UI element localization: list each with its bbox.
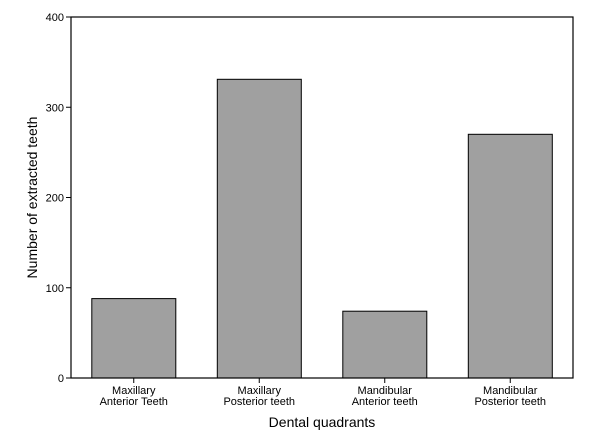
x-tick-label: Maxillary: [112, 385, 156, 397]
x-tick-label: Anterior Teeth: [100, 396, 168, 408]
x-tick-label: Anterior teeth: [352, 396, 418, 408]
x-tick-label: Posterior teeth: [474, 396, 546, 408]
x-tick-label: Mandibular: [483, 385, 538, 397]
x-tick-label: Posterior teeth: [223, 396, 295, 408]
bars-layer: [91, 78, 553, 379]
y-tick-label: 200: [46, 193, 64, 205]
bar-3: [342, 310, 428, 379]
x-tick-label: Mandibular: [358, 385, 413, 397]
y-tick-label: 100: [46, 283, 64, 295]
bar-1: [91, 298, 177, 379]
y-tick-label: 400: [46, 12, 64, 24]
y-tick-label: 300: [46, 102, 64, 114]
plot-frame: [70, 16, 574, 379]
x-tick-label: Maxillary: [238, 385, 282, 397]
bar-4: [467, 133, 553, 379]
x-axis-title: Dental quadrants: [269, 414, 376, 430]
y-axis-title: Number of extracted teeth: [24, 117, 40, 279]
y-tick-label: 0: [58, 373, 64, 385]
y-axis: 0 100 200 300 400: [46, 12, 71, 385]
bar-2: [216, 78, 302, 379]
